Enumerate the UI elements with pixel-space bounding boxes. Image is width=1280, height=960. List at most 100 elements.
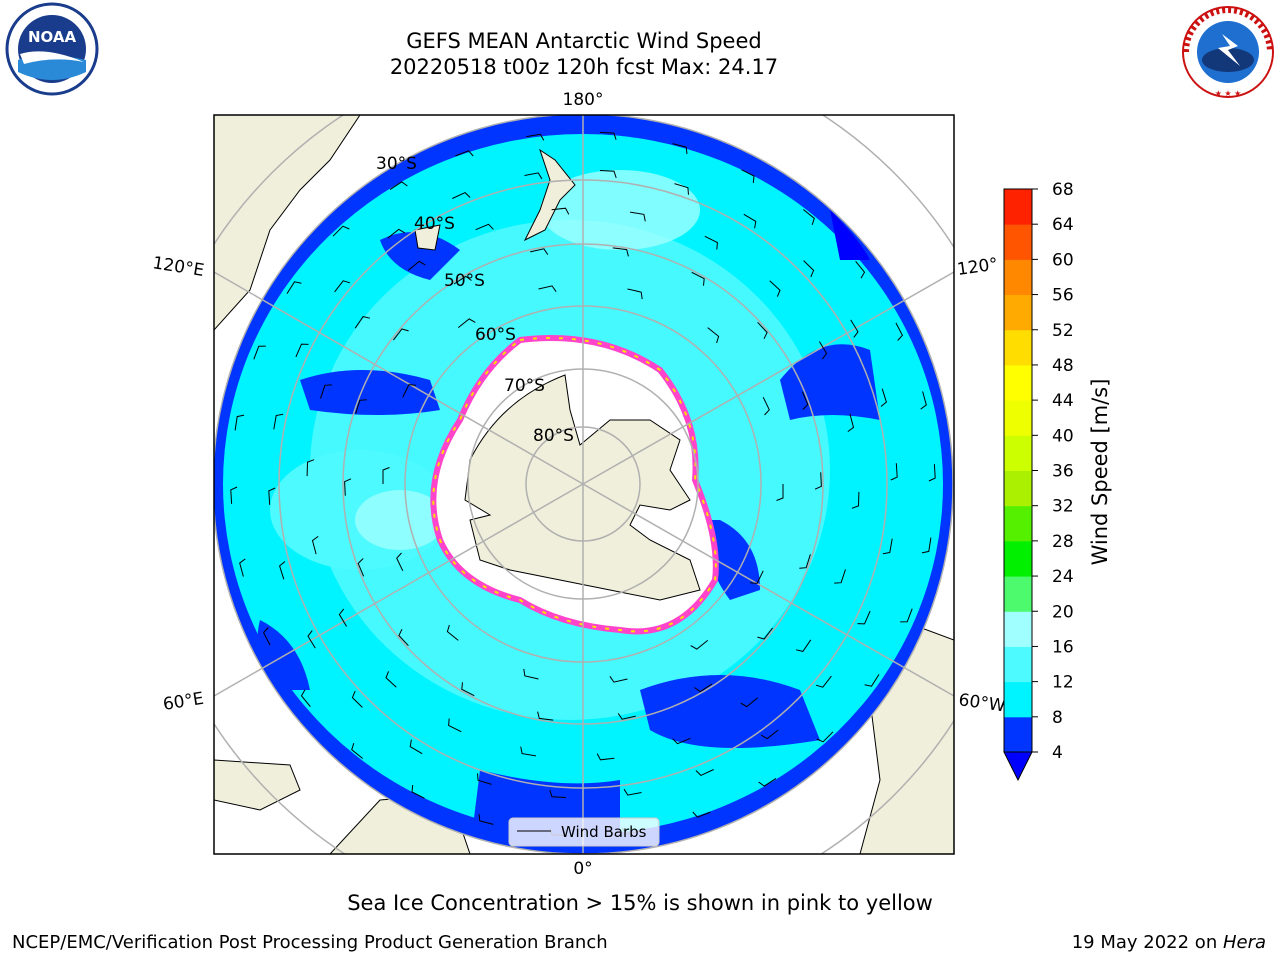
lon-label-60w: 60°W — [957, 690, 1006, 716]
wind-barb — [750, 570, 764, 584]
footer-date: 19 May 2022 on Hera — [1072, 932, 1266, 953]
colorbar-swatch — [1004, 259, 1032, 296]
wind-barb — [537, 711, 554, 721]
wind-barb — [452, 192, 471, 199]
wind-barb — [538, 285, 557, 292]
sea-ice-caption: Sea Ice Concentration > 15% is shown in … — [347, 891, 933, 915]
colorbar-swatch — [1004, 329, 1032, 366]
lat-label-70: 70°S — [504, 376, 545, 396]
noaa-logo-text: NOAA — [28, 28, 77, 46]
wind-barb — [672, 143, 688, 155]
wind-barb — [740, 697, 759, 708]
wind-barb — [630, 211, 646, 222]
wind-barb — [355, 399, 367, 414]
wind-barb — [524, 172, 543, 180]
wind-barb — [847, 413, 855, 433]
wind-barb — [900, 608, 913, 623]
wind-barb — [609, 676, 628, 683]
map-border — [213, 114, 955, 855]
wind-barb — [596, 753, 615, 761]
wind-barb — [757, 627, 773, 640]
lat-label-50: 50°S — [444, 271, 485, 291]
wind-barb — [334, 280, 351, 293]
colorbar-tick-label: 4 — [1052, 743, 1063, 763]
wind-barb — [855, 260, 866, 279]
wind-barb — [409, 739, 423, 755]
wind-barb — [478, 813, 494, 825]
wind-barb — [398, 628, 409, 647]
colorbar-swatch — [1004, 646, 1032, 683]
legend-label: Wind Barbs — [561, 823, 647, 841]
wind-barb — [453, 275, 472, 285]
colorbar-swatch — [1004, 611, 1032, 647]
colorbar-tick-label: 36 — [1052, 462, 1074, 482]
lon-label-0: 0° — [573, 859, 592, 879]
wind-barb — [530, 248, 549, 255]
wind-barb — [890, 463, 898, 481]
wind-barb — [816, 731, 834, 743]
wind-barb — [286, 281, 302, 294]
colorbar-tick-label: 24 — [1052, 567, 1074, 587]
wind-barb — [387, 228, 406, 239]
colorbar-swatch — [1004, 400, 1032, 436]
wind-barb — [691, 271, 705, 286]
wind-barb — [776, 484, 784, 501]
wind-barb — [882, 538, 893, 555]
wind-barb — [357, 558, 365, 577]
colorbar-tick-label: 28 — [1052, 532, 1074, 552]
wind-barb — [743, 213, 757, 229]
land-australia — [214, 115, 361, 331]
wind-barb — [407, 260, 426, 271]
lat-label-30: 30°S — [376, 154, 417, 174]
colorbar-swatch — [1004, 294, 1032, 331]
wind-barb — [461, 682, 475, 697]
lon-label-60e: 60°E — [162, 689, 206, 715]
wind-barb — [551, 207, 570, 215]
wind-barb — [402, 384, 416, 398]
wind-barb — [457, 318, 476, 328]
colorbar-swatch — [1004, 364, 1032, 401]
wind-barb — [268, 487, 276, 505]
wind-barb — [623, 788, 642, 796]
wind-barb — [857, 610, 871, 625]
wind-barb — [234, 414, 245, 431]
wind-barb — [757, 321, 768, 340]
wind-barb — [295, 343, 309, 358]
lon-label-120e: 120°E — [151, 253, 205, 281]
wind-barb — [690, 640, 709, 650]
wind-barb — [704, 235, 718, 250]
wind-barb — [741, 169, 755, 184]
colorbar-tick-label: 64 — [1052, 215, 1074, 235]
map-legend: Wind Barbs — [508, 817, 660, 847]
wind-barb — [674, 183, 689, 195]
wind-barb — [338, 608, 348, 627]
wind-barb — [920, 391, 927, 410]
wind-barb — [411, 784, 425, 799]
wind-barb — [354, 316, 371, 329]
lon-label-120w: 120° — [956, 254, 999, 280]
wind-barb — [692, 811, 711, 818]
colorbar-swatch — [1004, 224, 1032, 260]
wind-barb — [385, 671, 397, 688]
wind-barb — [320, 384, 332, 399]
wind-barb — [815, 675, 832, 688]
colorbar-swatch — [1004, 189, 1032, 225]
map-subtitle: 20220518 t00z 120h fcst Max: 24.17 — [389, 55, 779, 79]
wind-barb — [306, 459, 315, 477]
wind-barb — [803, 260, 815, 278]
wind-barb — [895, 322, 904, 341]
lat-label-80: 80°S — [533, 426, 574, 446]
wind-barb — [520, 746, 536, 757]
colorbar-tick-label: 40 — [1052, 426, 1074, 446]
colorbar-tick-label: 8 — [1052, 708, 1063, 728]
wind-barb — [239, 558, 246, 577]
noaa-logo: NOAA — [5, 2, 99, 96]
wind-barb — [344, 478, 352, 496]
wind-barb — [795, 639, 812, 652]
wind-barb — [818, 341, 828, 360]
wind-barb — [279, 561, 286, 580]
wind-barb — [928, 464, 936, 482]
wind-barb — [455, 150, 474, 157]
wind-barb — [253, 345, 266, 360]
